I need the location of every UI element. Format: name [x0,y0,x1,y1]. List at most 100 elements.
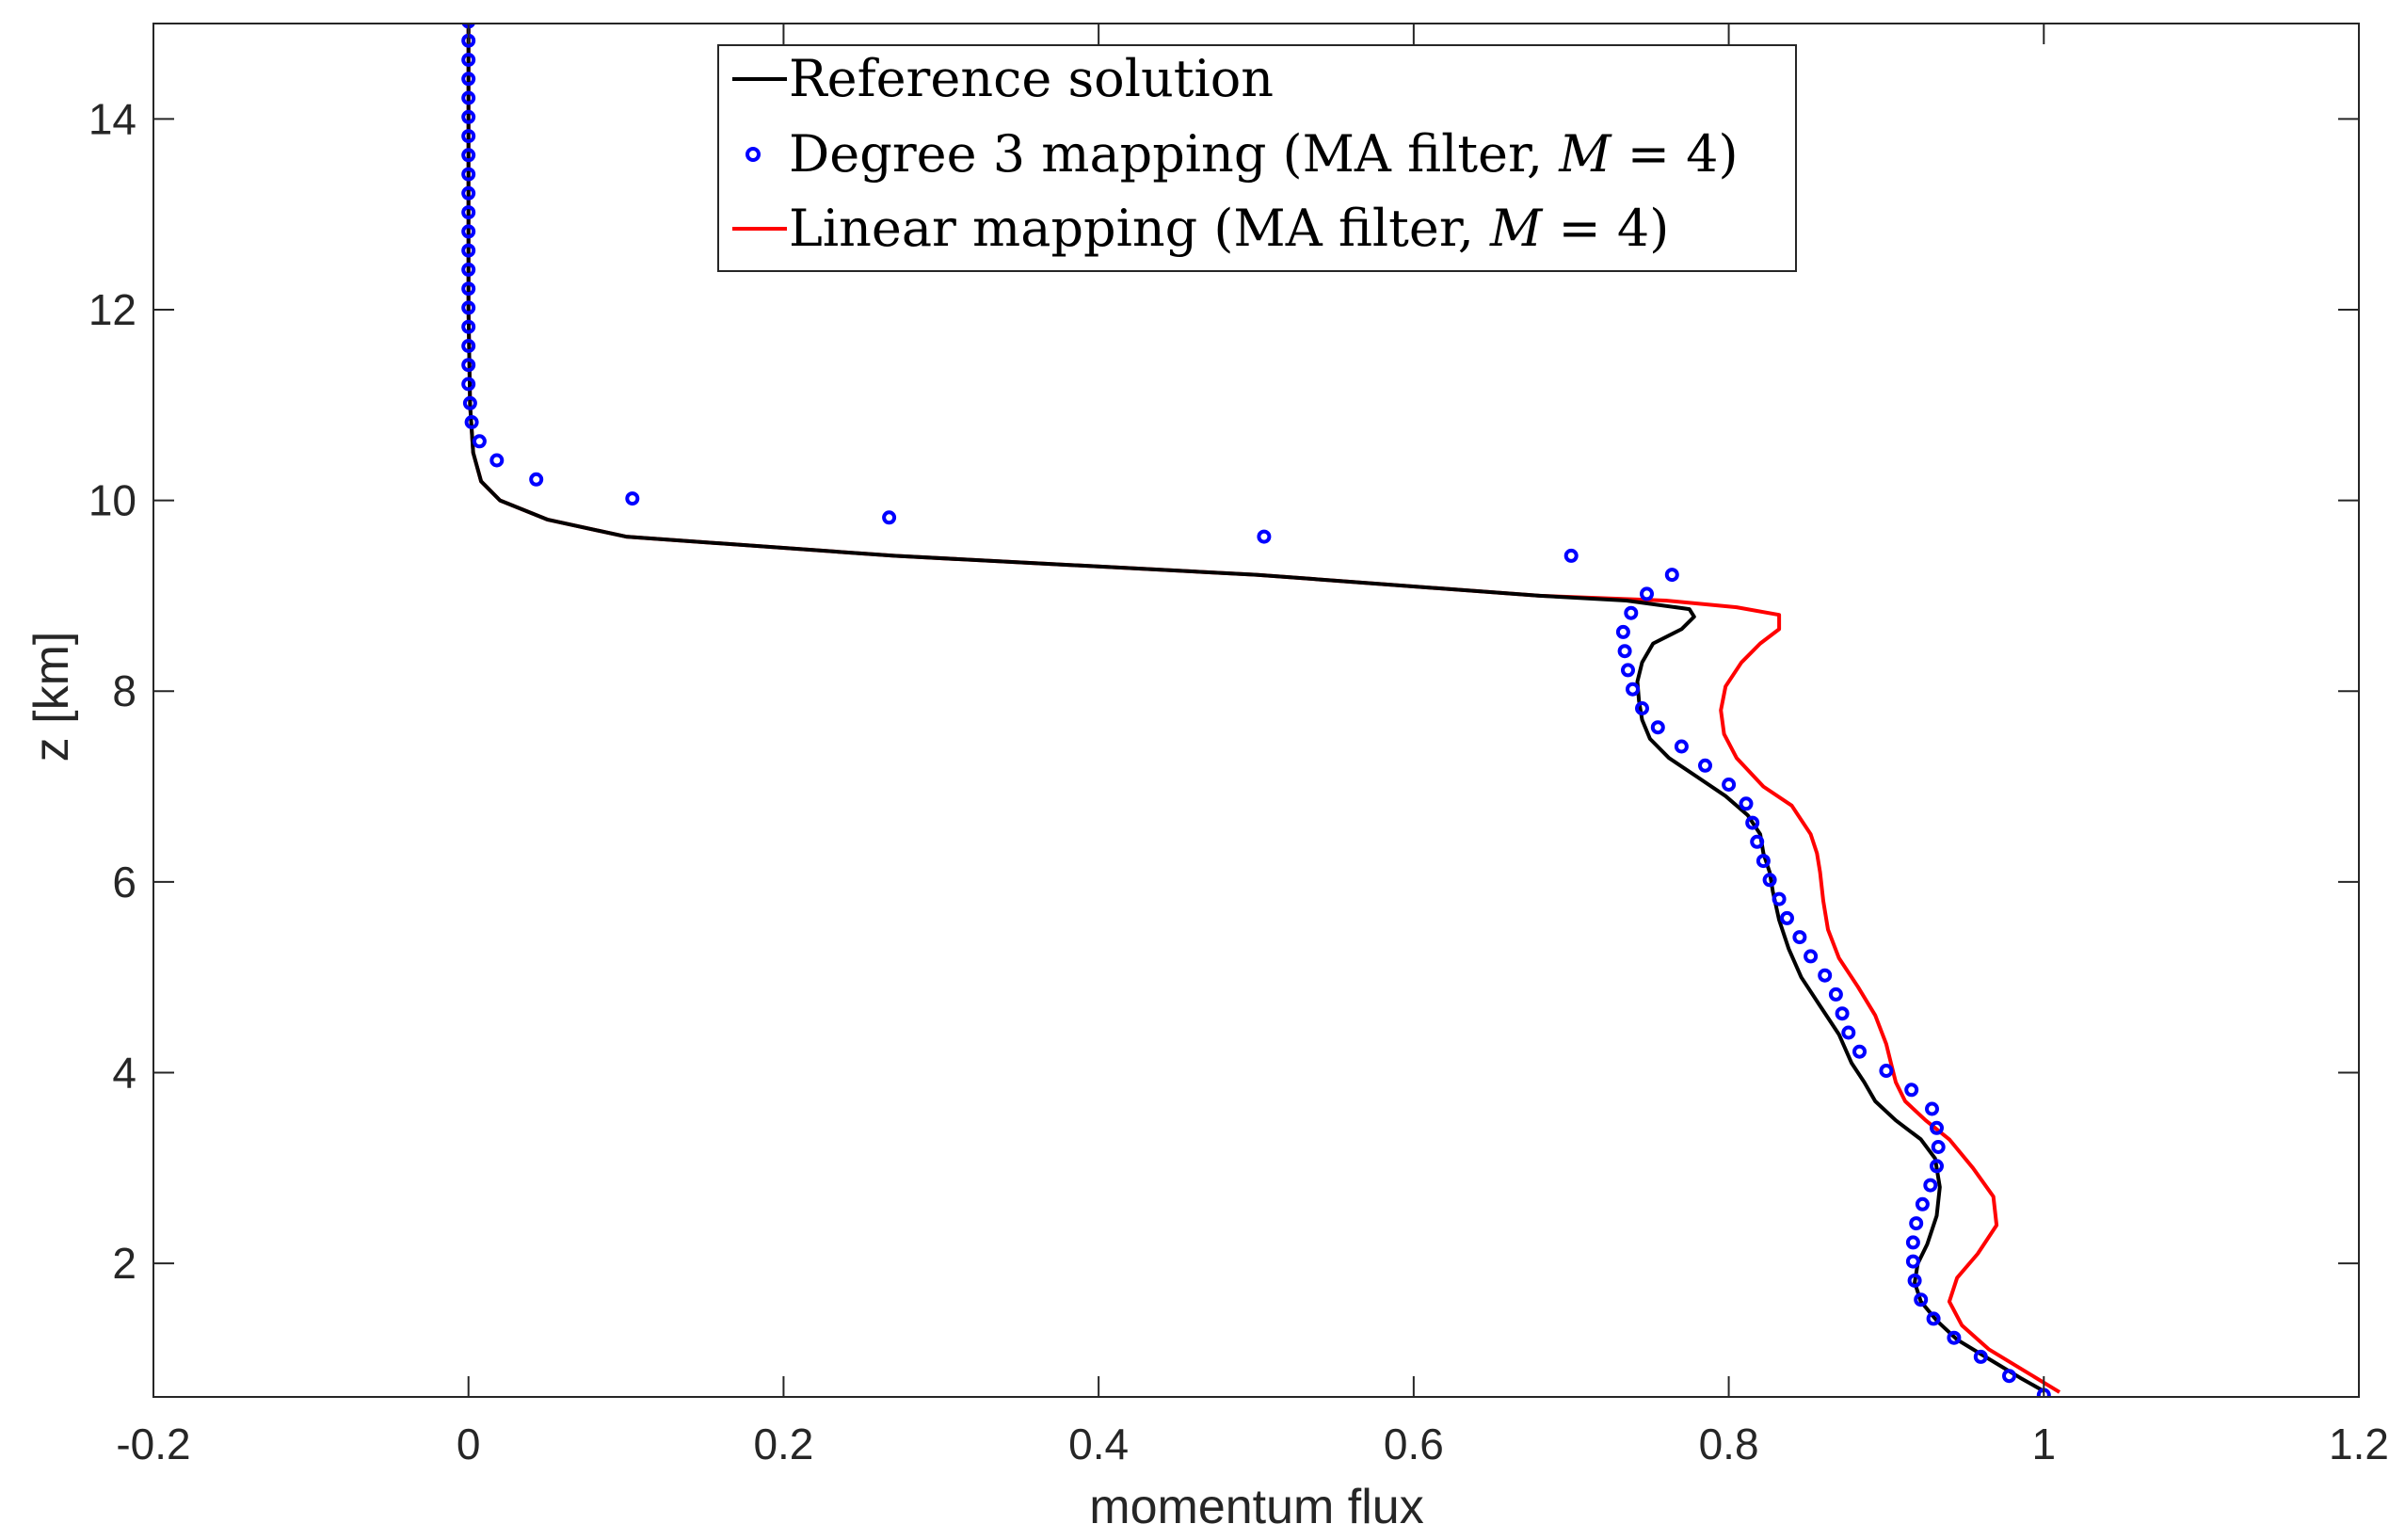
legend-reference-label: Reference solution [789,49,1274,108]
series-marker [1640,586,1654,602]
series-marker [1973,1349,1988,1364]
series-marker [464,415,479,429]
series-marker [1617,644,1632,659]
series-marker [1926,1311,1941,1326]
series-marker [1828,987,1843,1002]
series-marker [1635,701,1649,715]
series-marker [461,72,476,87]
series-marker [1930,1159,1944,1174]
series-marker [1674,739,1689,754]
x-tick-label: 0.4 [1068,1420,1129,1468]
series-marker [461,300,476,315]
series-marker [461,148,476,163]
series-marker [461,281,476,297]
y-axis-label: z [km] [24,632,79,762]
series-marker [472,434,487,449]
series-marker [461,185,476,201]
legend-degree3-label-suffix: = 4) [1611,124,1739,184]
series-marker [1879,1064,1894,1078]
series-marker [1626,682,1640,697]
series-marker [1905,1254,1920,1269]
series-marker [1624,605,1639,620]
series-marker [461,205,476,220]
y-tick-label: 4 [112,1049,136,1098]
legend-linear-label-suffix: = 4) [1542,199,1669,258]
series-marker [1739,796,1754,811]
y-tick-label: 8 [112,666,136,715]
x-tick-label: -0.2 [116,1420,190,1468]
series-marker [461,358,476,373]
series-marker [461,377,476,392]
series-marker [462,395,477,410]
series-marker [1756,854,1771,869]
series-marker [1909,1216,1924,1231]
series-marker [625,491,640,506]
series-marker [1835,1006,1850,1021]
series-marker [2002,1369,2016,1384]
series-marker [1914,1292,1929,1307]
y-tick-label: 14 [88,94,136,143]
series-marker [1615,624,1630,639]
legend: Reference solution Degree 3 mapping (MA … [717,44,1797,272]
legend-degree3-label: Degree 3 mapping (MA filter, M = 4) [789,124,1739,184]
x-tick-label: 1 [2031,1420,2056,1468]
series-marker [1907,1273,1922,1288]
x-tick-label: 0.8 [1699,1420,1759,1468]
series-marker [1621,663,1635,678]
series-marker [1905,1235,1920,1250]
y-tick-label: 6 [112,858,136,906]
x-tick-label: 0 [457,1420,481,1468]
series-marker [1804,949,1819,964]
axes-box [152,23,2360,1398]
series-marker [489,453,505,468]
series-marker [1925,1101,1939,1116]
x-tick-label: 0.6 [1384,1420,1444,1468]
x-axis-label: momentum flux [1089,1480,1423,1534]
series-marker [461,167,476,182]
series-marker [1762,873,1777,888]
series-marker [461,339,476,353]
legend-box [717,44,1797,272]
legend-linear-label-math: M [1489,199,1544,258]
y-tick-label: 12 [88,285,136,334]
series-marker [461,53,476,67]
series-marker [461,319,476,334]
legend-degree3-label-math: M [1558,124,1612,184]
series-marker [529,472,544,487]
series-marker [1923,1178,1938,1193]
series-marker [1852,1044,1867,1059]
legend-linear-label: Linear mapping (MA filter, M = 4) [789,199,1669,258]
series-marker [1563,548,1579,563]
series-marker [1931,1140,1946,1154]
series-marker [1750,834,1765,849]
x-tick-label: 1.2 [2329,1420,2389,1468]
series-marker [1904,1083,1919,1098]
legend-linear-label-prefix: Linear mapping (MA filter, [789,199,1490,258]
legend-degree3-marker [746,147,761,162]
series-marker [1818,968,1833,983]
series-marker [882,510,897,525]
series-marker [1745,815,1760,830]
series-marker [461,129,476,144]
series-marker [1722,778,1737,792]
series-marker [1664,568,1679,583]
series-marker [461,262,476,277]
series-marker [1698,758,1712,773]
x-tick-label: 0.2 [753,1420,813,1468]
series-line-0 [466,24,2045,1393]
series-marker [1947,1330,1962,1345]
series-marker [1772,891,1787,906]
series-marker [1780,910,1794,925]
series-marker [1257,529,1272,544]
series-marker [461,109,476,124]
ticks-layer: -0.2 0 0.2 0.4 0.6 0.8 1 1.2 2 4 6 8 10 12 14 [88,24,2389,1468]
y-tick-label: 2 [112,1239,136,1288]
series-marker [1841,1025,1856,1040]
series-marker [1792,930,1807,945]
legend-degree3-label-prefix: Degree 3 mapping (MA filter, [789,124,1559,184]
series-marker [1915,1196,1930,1211]
series-marker [1650,720,1665,735]
series-layer [461,24,2061,1397]
series-marker [1930,1120,1944,1135]
series-marker [461,90,476,105]
